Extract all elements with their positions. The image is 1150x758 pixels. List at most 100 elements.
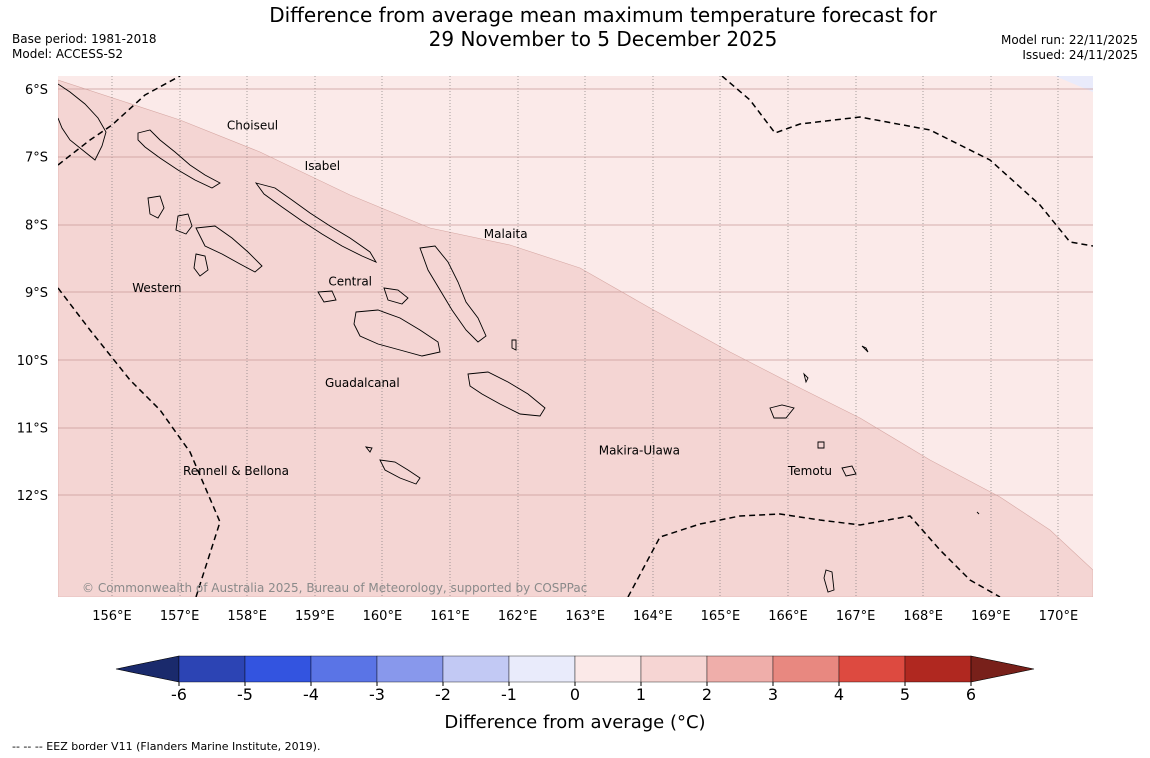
island-russell <box>383 287 409 305</box>
base-period-info: Base period: 1981-2018 Model: ACCESS-S2 <box>12 32 157 62</box>
colorbar-extend-low <box>115 655 180 683</box>
latitude-tick-label: 12°S <box>17 489 48 504</box>
longitude-tick-label: 161°E <box>430 609 470 624</box>
island-guadalcanal <box>353 309 441 357</box>
place-label-choiseul: Choiseul <box>227 119 278 133</box>
colorbar-tick-label: 3 <box>768 685 778 704</box>
place-label-western: Western <box>132 281 181 295</box>
longitude-tick-label: 166°E <box>768 609 808 624</box>
island-reef-islands <box>803 372 809 384</box>
island-new-georgia <box>195 225 263 273</box>
model-run: Model run: 22/11/2025 <box>1000 33 1138 47</box>
model-run-info: Model run: 22/11/2025 Issued: 24/11/2025 <box>1001 33 1138 63</box>
colorbar-segment <box>442 655 510 683</box>
colorbar-tick-label: 4 <box>834 685 844 704</box>
islands <box>58 83 980 593</box>
longitude-tick-label: 169°E <box>971 609 1011 624</box>
place-labels: Choiseul Isabel Malaita Western Central Guada… <box>132 119 832 478</box>
longitude-tick-label: 170°E <box>1039 609 1079 624</box>
island-ulawa <box>511 339 517 351</box>
longitude-tick-label: 164°E <box>633 609 673 624</box>
title-line-2: 29 November to 5 December 2025 <box>428 27 778 51</box>
longitude-tick-label: 165°E <box>701 609 741 624</box>
island-isabel <box>254 182 378 263</box>
island-bellona <box>364 446 373 453</box>
anomaly-region-neg-1-to-0 <box>1055 76 1093 92</box>
island-bougainville <box>58 83 107 161</box>
colorbar-segment <box>838 655 906 683</box>
latitude-tick-label: 7°S <box>25 151 48 166</box>
island-rendova <box>193 253 209 277</box>
model-name: Model: ACCESS-S2 <box>12 47 124 61</box>
colorbar-segment <box>310 655 378 683</box>
longitude-tick-label: 167°E <box>836 609 876 624</box>
colorbar-extend-high <box>970 655 1035 683</box>
copyright-notice: © Commonwealth of Australia 2025, Bureau… <box>82 581 587 595</box>
colorbar-tick-label: -2 <box>435 685 451 704</box>
colorbar-tick-label: -4 <box>303 685 319 704</box>
colorbar-tick-label: 6 <box>966 685 976 704</box>
longitude-tick-label: 156°E <box>92 609 132 624</box>
colorbar-segment <box>574 655 642 683</box>
island-florida <box>317 290 337 303</box>
longitude-tick-label: 159°E <box>295 609 335 624</box>
place-label-makira-ulawa: Makira-Ulawa <box>599 444 680 458</box>
place-label-rennell-bellona: Rennell & Bellona <box>183 464 289 478</box>
colorbar-title: Difference from average (°C) <box>444 712 705 733</box>
island-kolombangara <box>175 213 193 235</box>
longitude-tick-labels: 156°E 157°E 158°E 159°E 160°E 161°E 162°E 163°E… <box>92 609 1078 624</box>
latitude-tick-label: 9°S <box>25 286 48 301</box>
longitude-tick-label: 158°E <box>227 609 267 624</box>
longitude-tick-label: 162°E <box>498 609 538 624</box>
place-label-guadalcanal: Guadalcanal <box>325 376 400 390</box>
map-area: Choiseul Isabel Malaita Western Central Guada… <box>58 76 1093 597</box>
colorbar-segment <box>244 655 312 683</box>
island-choiseul <box>137 129 221 189</box>
eez-footnote: -- -- -- EEZ border V11 (Flanders Marine… <box>12 740 321 753</box>
island-vella-lavella <box>147 195 165 219</box>
title-line-1: Difference from average mean maximum tem… <box>269 3 937 27</box>
colorbar-tick-label: 5 <box>900 685 910 704</box>
latitude-tick-label: 11°S <box>17 422 48 437</box>
place-label-central: Central <box>328 274 372 288</box>
longitude-tick-label: 160°E <box>363 609 403 624</box>
colorbar-segment <box>772 655 840 683</box>
longitude-tick-label: 157°E <box>160 609 200 624</box>
colorbar-tick-label: -1 <box>501 685 517 704</box>
eez-borders <box>58 76 1093 597</box>
colorbar-tick-label: 2 <box>702 685 712 704</box>
island-utupua <box>817 441 825 449</box>
longitude-tick-label: 163°E <box>565 609 605 624</box>
latitude-lines <box>58 88 1093 496</box>
colorbar-segment <box>178 655 246 683</box>
place-label-malaita: Malaita <box>484 227 528 241</box>
colorbar-segment <box>706 655 774 683</box>
colorbar-tick-label: -5 <box>237 685 253 704</box>
colorbar-segment <box>508 655 576 683</box>
place-label-temotu: Temotu <box>787 464 832 478</box>
latitude-tick-label: 8°S <box>25 218 48 233</box>
island-anuta <box>823 569 835 593</box>
colorbar-tick-label: 1 <box>636 685 646 704</box>
island-nendo <box>769 404 795 419</box>
longitude-tick-label: 168°E <box>903 609 943 624</box>
island-tikopia <box>976 511 980 515</box>
colorbar: -6 -5 -4 -3 -2 -1 0 1 2 3 4 5 6 <box>115 655 1035 704</box>
colorbar-tick-label: -3 <box>369 685 385 704</box>
island-vanikoro <box>841 465 857 477</box>
island-makira <box>467 371 546 417</box>
colorbar-segment <box>376 655 444 683</box>
colorbar-tick-label: 0 <box>570 685 580 704</box>
base-period: Base period: 1981-2018 <box>12 32 157 46</box>
place-label-isabel: Isabel <box>305 159 340 173</box>
map-title: Difference from average mean maximum tem… <box>200 3 1006 51</box>
latitude-tick-labels: 6°S 7°S 8°S 9°S 10°S 11°S 12°S <box>17 83 48 504</box>
island-malaita <box>419 245 487 343</box>
latitude-tick-label: 10°S <box>17 354 48 369</box>
anomaly-region-1-to-2 <box>58 79 1093 597</box>
colorbar-segment <box>904 655 972 683</box>
colorbar-tick-label: -6 <box>171 685 187 704</box>
island-duff <box>861 345 869 353</box>
latitude-tick-label: 6°S <box>25 83 48 98</box>
